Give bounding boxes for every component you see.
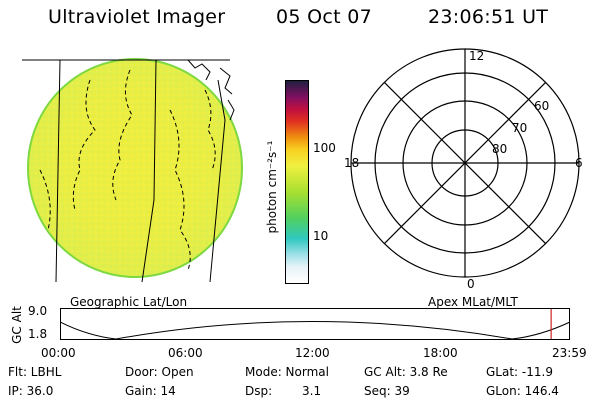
- mlt-label-18: 18: [344, 156, 359, 170]
- colorbar-tick-10: 10: [313, 229, 329, 243]
- lon-line: [141, 59, 157, 283]
- altitude-plot: [60, 308, 571, 340]
- ip-info: IP: 36.0: [8, 384, 54, 398]
- colorbar-label: photon cm⁻²s⁻¹: [265, 140, 279, 234]
- app-title: Ultraviolet Imager: [48, 6, 226, 28]
- colorbar: [285, 80, 309, 284]
- altitude-xtick-0600: 06:00: [168, 346, 203, 360]
- left-panel-caption: Geographic Lat/Lon: [70, 295, 188, 309]
- coast-solid: [187, 59, 235, 121]
- gain-info: Gain: 14: [125, 384, 176, 398]
- colorbar-tick-100: 100: [313, 141, 336, 155]
- polar-plot-caption: Apex MLat/MLT: [428, 295, 518, 309]
- lon-line: [209, 79, 226, 283]
- mlt-label-0: 0: [467, 277, 475, 290]
- mlt-label-6: 6: [575, 156, 583, 170]
- mlat-label-70: 70: [512, 121, 527, 135]
- glon-info: GLon: 146.4: [486, 384, 559, 398]
- seq-info: Seq: 39: [364, 384, 410, 398]
- glat-info: GLat: -11.9: [486, 365, 553, 379]
- door-info: Door: Open: [125, 365, 194, 379]
- altitude-xtick-0000: 00:00: [41, 346, 76, 360]
- gc-alt-info: GC Alt: 3.8 Re: [364, 365, 448, 379]
- altitude-ytick-top: 9.0: [28, 304, 48, 318]
- polar-plot: 12 18 6 0 60 70 80: [344, 48, 583, 290]
- filter-info: Flt: LBHL: [8, 365, 62, 379]
- altitude-xtick-1200: 12:00: [295, 346, 330, 360]
- dsp-label: Dsp:: [245, 384, 273, 398]
- mlat-label-60: 60: [534, 99, 549, 113]
- mlat-label-80: 80: [492, 142, 507, 156]
- date-label: 05 Oct 07: [276, 6, 372, 28]
- altitude-ytick-bottom: 1.8: [28, 327, 48, 341]
- altitude-ylabel: GC Alt: [10, 306, 24, 344]
- altitude-xtick-1800: 18:00: [423, 346, 458, 360]
- dsp-value: 3.1: [302, 384, 322, 398]
- altitude-xtick-2359: 23:59: [552, 346, 587, 360]
- coastlines: [39, 69, 216, 271]
- lon-line: [55, 59, 61, 283]
- mode-info: Mode: Normal: [245, 365, 329, 379]
- time-label: 23:06:51 UT: [428, 6, 549, 28]
- mlt-label-12: 12: [469, 49, 484, 63]
- earth-image-panel: [22, 58, 243, 283]
- altitude-curve: [60, 321, 571, 340]
